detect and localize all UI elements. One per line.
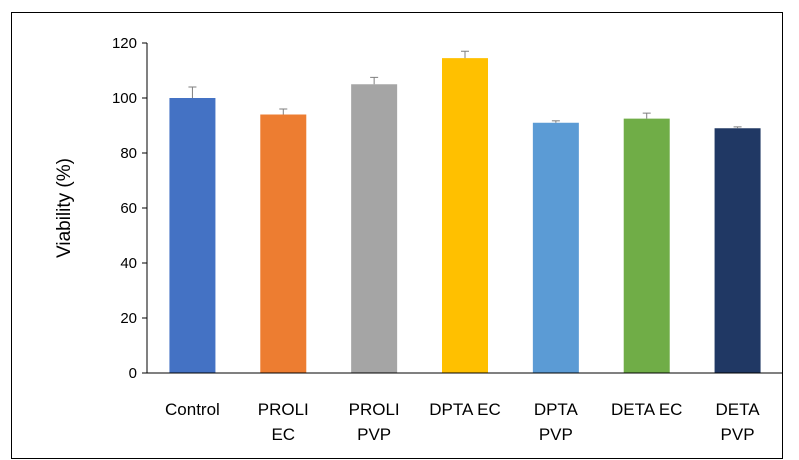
x-category-label: PROLI [349, 400, 400, 419]
x-axis-labels: Control PROLI EC PROLI PVP DPTA EC DPTA PVP DETA… [165, 400, 760, 444]
y-axis-title: Viability (%) [54, 158, 75, 258]
y-tick-label: 60 [120, 200, 137, 217]
y-tick-label: 80 [120, 145, 137, 162]
y-tick-label: 120 [112, 35, 137, 52]
x-category-label: DPTA [534, 400, 579, 419]
axes [146, 43, 783, 374]
bar [260, 114, 307, 373]
error-bars [188, 50, 742, 129]
bars [169, 58, 761, 373]
x-category-label: DPTA EC [429, 400, 500, 419]
y-tick-label: 100 [112, 90, 137, 107]
bar [351, 84, 398, 373]
x-category-label: PVP [357, 425, 391, 444]
bar [532, 122, 579, 373]
x-category-label: DETA EC [611, 400, 682, 419]
y-tick-label: 20 [120, 310, 137, 327]
bar [442, 58, 488, 373]
x-category-label: EC [271, 425, 295, 444]
y-axis-ticks: 0 20 40 60 80 100 120 [112, 35, 147, 382]
x-category-label: PVP [721, 425, 755, 444]
y-tick-label: 40 [120, 255, 137, 272]
x-category-label: Control [165, 400, 220, 419]
bar [623, 118, 670, 373]
y-tick-label: 0 [129, 365, 137, 382]
x-category-label: PVP [539, 425, 573, 444]
bar [169, 98, 216, 373]
bar [714, 128, 761, 373]
x-category-label: PROLI [258, 400, 309, 419]
y-axis-title-group: Viability (%) [54, 158, 75, 258]
x-category-label: DETA [716, 400, 761, 419]
